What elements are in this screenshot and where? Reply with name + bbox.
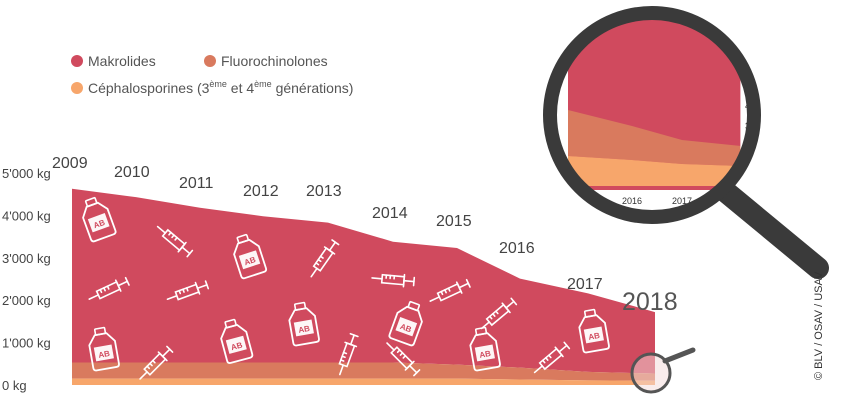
area-cephalosporines <box>72 378 655 385</box>
x-year-label: 2014 <box>372 205 408 222</box>
y-tick-label: 5'000 kg <box>2 166 51 181</box>
area-fluorochinolones <box>72 362 655 381</box>
zoom-y-tick-label: 0 kg <box>745 181 762 191</box>
main-year-labels: 2009 2010 2011 2012 2013 2014 2015 2016 2017 2018 <box>52 155 678 316</box>
area-makrolides <box>72 188 655 374</box>
y-tick-label: 1'000 kg <box>2 336 51 351</box>
x-year-label: 2016 <box>499 240 535 257</box>
y-tick-label: 3'000 kg <box>2 251 51 266</box>
legend-label-makrolides: Makrolides <box>88 53 156 69</box>
zoom-x-tick-label: 2016 <box>622 196 642 206</box>
legend-label-cephalosporines: Céphalosporines (3ème et 4ème génération… <box>88 79 353 96</box>
credit-text: © BLV / OSAV / USAV <box>813 271 825 380</box>
y-tick-label: 4'000 kg <box>2 208 51 223</box>
x-year-label: 2015 <box>436 213 472 230</box>
x-year-label: 2018 <box>622 288 678 316</box>
main-y-axis: 0 kg 1'000 kg 2'000 kg 3'000 kg 4'000 kg 5'00… <box>2 166 51 393</box>
lens-handle <box>709 176 829 279</box>
y-tick-label: 2'000 kg <box>2 293 51 308</box>
y-tick-label: 0 kg <box>2 378 27 393</box>
x-year-label: 2010 <box>114 164 150 181</box>
legend-swatch-fluorochinolones <box>204 55 216 67</box>
x-year-label: 2013 <box>306 183 342 200</box>
lens-rim <box>543 6 761 224</box>
zoom-area-fluorochinolones <box>568 110 741 166</box>
small-magnifier-icon <box>630 347 696 394</box>
x-year-label: 2009 <box>52 155 88 172</box>
zoom-area-cephalosporines <box>568 156 741 186</box>
legend-label-fluorochinolones: Fluorochinolones <box>221 53 328 69</box>
main-chart: 0 kg 1'000 kg 2'000 kg 3'000 kg 4'000 kg 5'00… <box>2 155 678 393</box>
x-year-label: 2012 <box>243 183 279 200</box>
main-plot-areas <box>72 188 655 385</box>
legend: Makrolides Fluorochinolones Céphalospori… <box>71 53 353 96</box>
legend-swatch-makrolides <box>71 55 83 67</box>
zoom-x-tick-label: 2017 <box>672 196 692 206</box>
x-year-label: 2017 <box>567 276 603 293</box>
x-year-label: 2011 <box>179 175 214 192</box>
legend-swatch-cephalosporines <box>71 82 83 94</box>
